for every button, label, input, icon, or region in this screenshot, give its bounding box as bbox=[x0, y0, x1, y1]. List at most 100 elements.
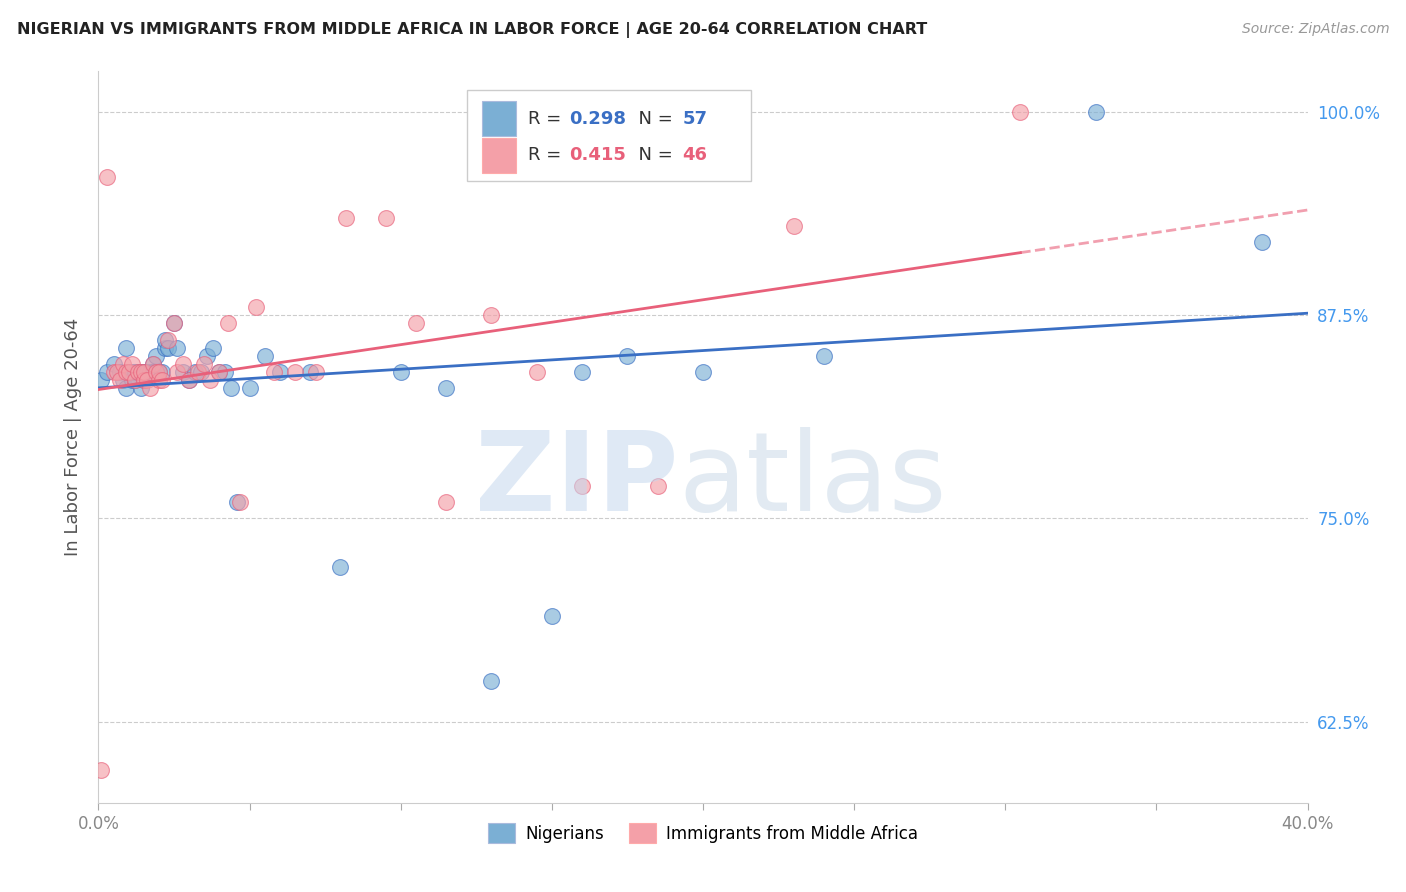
Point bbox=[329, 560, 352, 574]
Point bbox=[284, 365, 307, 379]
Point bbox=[148, 365, 170, 379]
Point bbox=[163, 316, 186, 330]
Point bbox=[135, 365, 157, 379]
Text: N =: N = bbox=[627, 146, 678, 164]
Point bbox=[571, 479, 593, 493]
Point bbox=[96, 365, 118, 379]
Point bbox=[263, 365, 285, 379]
Point bbox=[179, 373, 201, 387]
Point bbox=[172, 357, 194, 371]
Point bbox=[269, 365, 291, 379]
Point bbox=[142, 365, 165, 379]
Point bbox=[195, 349, 218, 363]
Point bbox=[253, 349, 276, 363]
Point bbox=[1085, 105, 1108, 120]
Point bbox=[540, 608, 562, 623]
Point bbox=[150, 365, 173, 379]
Point bbox=[127, 365, 149, 379]
Point bbox=[105, 365, 128, 379]
Point bbox=[127, 365, 149, 379]
Point bbox=[153, 341, 176, 355]
FancyBboxPatch shape bbox=[467, 90, 751, 181]
Point bbox=[193, 357, 215, 371]
Text: N =: N = bbox=[627, 110, 678, 128]
Text: 0.298: 0.298 bbox=[569, 110, 626, 128]
Point bbox=[208, 365, 231, 379]
Point bbox=[148, 365, 170, 379]
Point bbox=[389, 365, 412, 379]
Text: R =: R = bbox=[527, 146, 567, 164]
Point bbox=[108, 373, 131, 387]
Point bbox=[172, 365, 194, 379]
Point bbox=[114, 341, 136, 355]
Point bbox=[245, 300, 267, 314]
Point bbox=[145, 365, 167, 379]
Text: R =: R = bbox=[527, 110, 567, 128]
Point bbox=[124, 373, 146, 387]
Point bbox=[335, 211, 357, 225]
Point bbox=[692, 365, 714, 379]
Text: Source: ZipAtlas.com: Source: ZipAtlas.com bbox=[1241, 22, 1389, 37]
Point bbox=[200, 373, 222, 387]
Point bbox=[121, 357, 143, 371]
Point bbox=[374, 211, 396, 225]
Point bbox=[208, 365, 231, 379]
Point bbox=[481, 308, 503, 322]
Point bbox=[132, 365, 155, 379]
Point bbox=[111, 357, 134, 371]
Point bbox=[190, 365, 212, 379]
Point bbox=[226, 495, 249, 509]
Point bbox=[129, 381, 152, 395]
Point bbox=[103, 365, 125, 379]
Point bbox=[156, 333, 179, 347]
Point bbox=[434, 495, 457, 509]
Point bbox=[145, 365, 167, 379]
Point bbox=[616, 349, 638, 363]
Point bbox=[121, 373, 143, 387]
Point bbox=[124, 365, 146, 379]
Point bbox=[96, 169, 118, 184]
Point bbox=[127, 365, 149, 379]
Point bbox=[202, 341, 225, 355]
Point bbox=[150, 373, 173, 387]
Legend: Nigerians, Immigrants from Middle Africa: Nigerians, Immigrants from Middle Africa bbox=[482, 817, 924, 849]
Point bbox=[156, 341, 179, 355]
Point bbox=[114, 381, 136, 395]
Point bbox=[526, 365, 548, 379]
Text: 0.415: 0.415 bbox=[569, 146, 626, 164]
Point bbox=[166, 365, 188, 379]
Point bbox=[571, 365, 593, 379]
Point bbox=[118, 365, 141, 379]
Point bbox=[124, 373, 146, 387]
Point bbox=[145, 349, 167, 363]
Point bbox=[108, 365, 131, 379]
Point bbox=[135, 373, 157, 387]
Point bbox=[153, 333, 176, 347]
Point bbox=[405, 316, 427, 330]
Point bbox=[129, 365, 152, 379]
Point bbox=[1010, 105, 1032, 120]
Point bbox=[132, 373, 155, 387]
Point bbox=[184, 365, 207, 379]
Point bbox=[229, 495, 252, 509]
Point bbox=[221, 381, 243, 395]
Text: atlas: atlas bbox=[679, 427, 948, 534]
Point bbox=[166, 341, 188, 355]
Point bbox=[214, 365, 236, 379]
Point bbox=[129, 365, 152, 379]
Point bbox=[481, 673, 503, 688]
Point bbox=[148, 373, 170, 387]
Point bbox=[139, 365, 162, 379]
Point bbox=[114, 365, 136, 379]
Point bbox=[239, 381, 262, 395]
Point bbox=[135, 365, 157, 379]
Y-axis label: In Labor Force | Age 20-64: In Labor Force | Age 20-64 bbox=[63, 318, 82, 557]
Point bbox=[179, 373, 201, 387]
Point bbox=[132, 365, 155, 379]
Point bbox=[434, 381, 457, 395]
Point bbox=[142, 357, 165, 371]
Point bbox=[111, 373, 134, 387]
Point bbox=[118, 365, 141, 379]
Point bbox=[647, 479, 669, 493]
Text: 57: 57 bbox=[682, 110, 707, 128]
